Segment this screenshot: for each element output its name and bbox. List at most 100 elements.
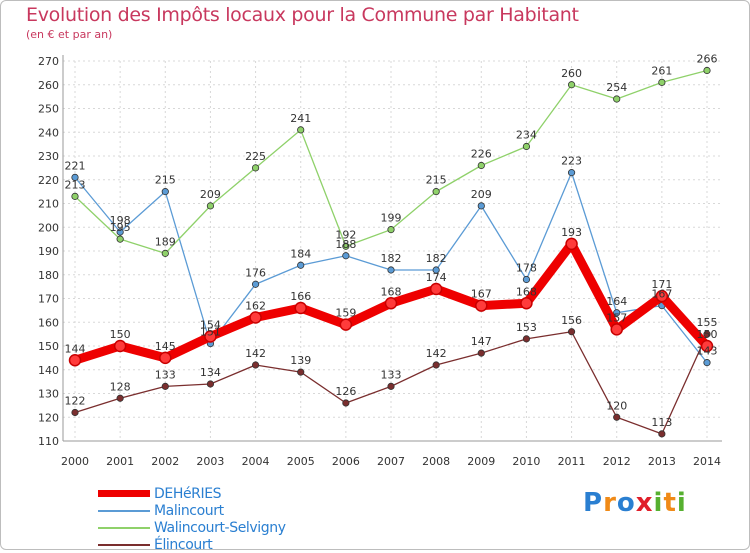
data-point-deheries xyxy=(159,351,172,365)
data-point xyxy=(522,142,531,151)
y-tick-label: 260 xyxy=(38,79,59,92)
y-tick-label: 220 xyxy=(38,174,59,187)
y-tick-label: 160 xyxy=(38,316,59,329)
data-point-deheries xyxy=(475,299,488,312)
y-tick-label: 170 xyxy=(38,293,59,306)
legend-label: DEHéRIES xyxy=(154,485,222,502)
data-point xyxy=(613,95,621,103)
x-tick-label: 2012 xyxy=(603,455,631,468)
data-point xyxy=(71,408,79,417)
data-label: 188 xyxy=(335,238,356,251)
data-point-deheries xyxy=(700,339,714,353)
data-label: 182 xyxy=(381,252,402,265)
data-label: 164 xyxy=(606,295,627,308)
legend-item-malincourt[interactable]: Malincourt xyxy=(98,502,286,519)
data-labels: 221 198 215 151 176 184 188 182 182 209 178 223 164 1… xyxy=(65,53,718,429)
y-tick-label: 140 xyxy=(38,364,59,377)
data-point xyxy=(116,228,124,236)
data-point xyxy=(161,249,169,257)
data-point xyxy=(161,188,169,196)
legend-swatch-deheries xyxy=(98,490,150,497)
x-tick-label: 2008 xyxy=(422,455,450,468)
data-label: 147 xyxy=(471,335,492,348)
data-point-deheries xyxy=(113,339,127,353)
y-tick-label: 120 xyxy=(38,411,59,424)
data-point-deheries xyxy=(520,297,533,310)
data-point-deheries xyxy=(339,318,353,331)
data-point-deheries xyxy=(68,354,82,367)
data-point xyxy=(658,78,666,86)
data-point xyxy=(703,330,711,338)
data-point xyxy=(161,382,169,390)
data-point xyxy=(251,164,260,172)
data-label: 241 xyxy=(290,112,311,125)
data-point xyxy=(658,430,666,438)
data-point xyxy=(297,126,305,134)
data-point xyxy=(71,192,79,200)
data-point xyxy=(387,266,395,274)
x-tick-label: 2013 xyxy=(648,455,676,468)
y-tick-label: 130 xyxy=(38,388,59,401)
data-point xyxy=(613,309,621,317)
data-label: 260 xyxy=(561,67,582,80)
data-label: 156 xyxy=(561,314,582,327)
data-label: 192 xyxy=(335,228,356,241)
legend-label: Walincourt-Selvigny xyxy=(154,519,286,536)
data-point xyxy=(387,226,395,234)
legend-item-walincourt-selvigny[interactable]: Walincourt-Selvigny xyxy=(98,519,286,536)
data-label: 113 xyxy=(651,416,672,429)
data-point xyxy=(432,361,440,369)
legend-item-deheries[interactable]: DEHéRIES xyxy=(98,485,286,502)
x-tick-label: 2005 xyxy=(287,455,315,468)
data-label: 168 xyxy=(516,285,537,298)
data-point-deheries xyxy=(294,301,307,315)
data-label: 155 xyxy=(697,316,718,329)
data-label: 176 xyxy=(245,266,266,279)
data-point xyxy=(567,169,576,177)
x-tick-label: 2011 xyxy=(558,455,586,468)
data-label: 209 xyxy=(471,188,492,201)
x-tick-label: 2007 xyxy=(377,455,405,468)
data-point xyxy=(703,359,711,367)
data-label: 215 xyxy=(155,174,176,187)
data-label: 166 xyxy=(290,290,311,303)
data-label: 162 xyxy=(245,300,266,313)
y-tick-label: 200 xyxy=(38,221,59,234)
logo-letter: r xyxy=(603,488,617,518)
y-tick-label: 250 xyxy=(38,103,59,116)
data-point xyxy=(206,202,215,210)
data-point-deheries xyxy=(610,323,623,336)
x-tick-label: 2003 xyxy=(196,455,224,468)
data-point xyxy=(522,275,531,284)
data-label: 133 xyxy=(381,368,402,381)
legend: DEHéRIES Malincourt Walincourt-Selvigny … xyxy=(98,485,286,553)
data-point xyxy=(251,280,260,288)
data-point xyxy=(432,188,440,196)
y-tick-label: 240 xyxy=(38,126,59,139)
data-label: 215 xyxy=(426,174,447,187)
grid xyxy=(63,60,722,442)
data-label: 122 xyxy=(65,395,86,408)
data-label: 134 xyxy=(200,366,221,379)
chart-subtitle: (en € et par an) xyxy=(26,28,113,41)
y-tick-label: 110 xyxy=(38,435,59,448)
data-point-deheries xyxy=(429,282,443,296)
legend-label: Malincourt xyxy=(154,502,224,519)
data-point xyxy=(567,81,576,89)
y-tick-label: 230 xyxy=(38,150,59,163)
data-label: 126 xyxy=(335,385,356,398)
legend-swatch-malincourt xyxy=(98,509,150,512)
legend-swatch-elincourt xyxy=(98,543,150,546)
x-tick-label: 2002 xyxy=(151,455,179,468)
legend-swatch-walincourt-selvigny xyxy=(98,526,150,529)
data-point-deheries xyxy=(204,330,217,343)
legend-item-elincourt[interactable]: Élincourt xyxy=(98,536,286,553)
logo-letter: i xyxy=(653,488,664,518)
data-label: 178 xyxy=(516,262,537,275)
data-label: 189 xyxy=(155,235,176,248)
data-point xyxy=(432,266,440,274)
data-point xyxy=(206,380,215,388)
data-point xyxy=(613,413,621,421)
y-tick-label: 180 xyxy=(38,269,59,282)
data-label: 151 xyxy=(200,326,221,339)
